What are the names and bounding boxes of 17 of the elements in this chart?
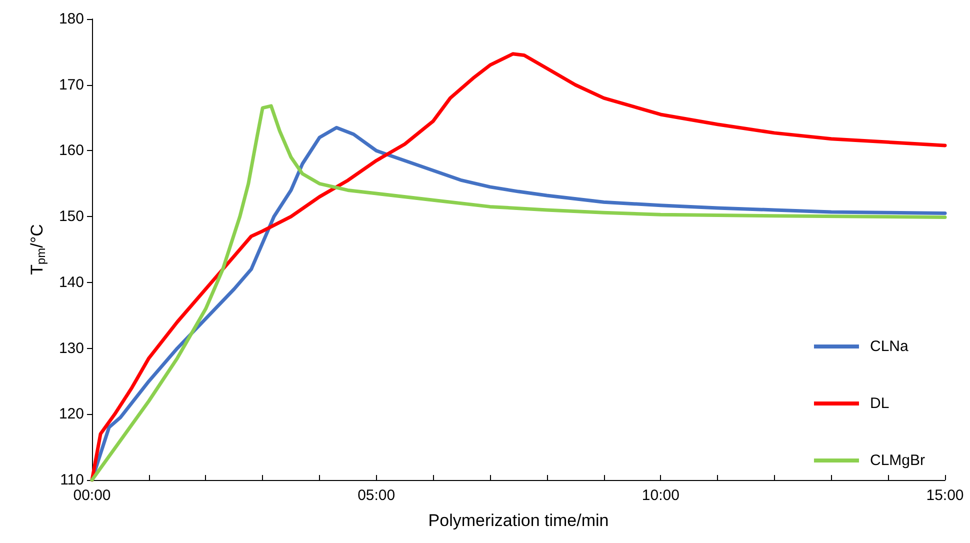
y-tick-label: 140 (58, 274, 84, 291)
y-tick-label: 130 (58, 340, 84, 357)
y-tick-label: 160 (58, 142, 84, 160)
x-tick-label: 15:00 (926, 487, 964, 504)
y-tick-label: 170 (58, 76, 84, 94)
y-tick-label: 180 (58, 10, 84, 28)
x-tick-label: 10:00 (642, 487, 680, 504)
y-axis-title: Tpm/°C (28, 224, 48, 275)
y-tick-label: 110 (60, 472, 84, 488)
y-tick-label: 120 (58, 406, 84, 423)
legend-label: CLMgBr (870, 452, 926, 469)
legend-label: DL (870, 395, 890, 412)
legend-label: CLNa (870, 338, 909, 355)
y-tick-label: 150 (58, 208, 84, 226)
x-tick-label: 05:00 (358, 487, 396, 504)
x-axis-title: Polymerization time/min (428, 511, 609, 530)
x-tick-label: 00:00 (73, 487, 111, 504)
